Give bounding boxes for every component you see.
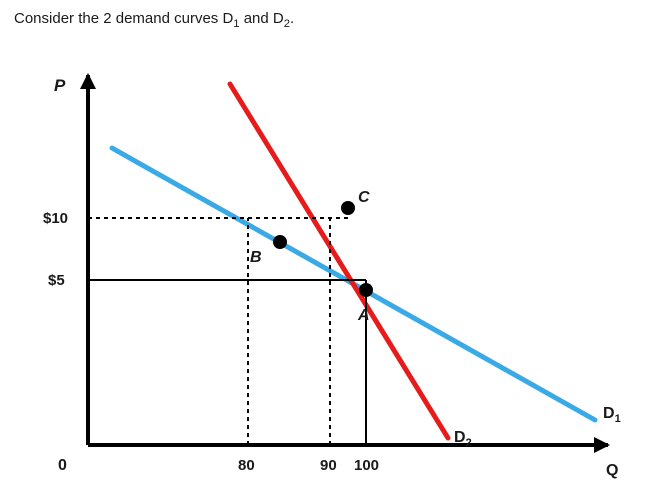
axis-label-p: P bbox=[54, 76, 66, 95]
ytick-10: $10 bbox=[43, 210, 68, 227]
label-point-a: A bbox=[357, 307, 370, 324]
instruction-mid: and D bbox=[240, 10, 284, 27]
xtick-90: 90 bbox=[320, 457, 337, 474]
x-axis-arrow bbox=[594, 437, 610, 453]
demand-chart: P Q 0 $10 $5 80 90 100 A B C D1 D2 bbox=[30, 50, 630, 490]
axis-label-q: Q bbox=[606, 462, 618, 479]
point-a bbox=[359, 283, 373, 297]
point-b bbox=[273, 235, 287, 249]
ytick-5: $5 bbox=[48, 272, 65, 289]
origin-label: 0 bbox=[58, 457, 67, 474]
curve-d2 bbox=[230, 84, 448, 438]
xtick-80: 80 bbox=[238, 457, 255, 474]
y-axis-arrow bbox=[80, 73, 96, 89]
chart-svg: P Q 0 $10 $5 80 90 100 A B C D1 D2 bbox=[30, 50, 630, 490]
instruction-text: Consider the 2 demand curves D1 and D2. bbox=[14, 10, 294, 30]
instruction-suffix: . bbox=[290, 10, 294, 27]
label-curve-d1: D1 bbox=[603, 405, 621, 425]
label-point-c: C bbox=[358, 189, 370, 206]
xtick-100: 100 bbox=[354, 457, 379, 474]
instruction-prefix: Consider the 2 demand curves D bbox=[14, 10, 233, 27]
point-c bbox=[341, 201, 355, 215]
label-point-b: B bbox=[250, 249, 262, 266]
